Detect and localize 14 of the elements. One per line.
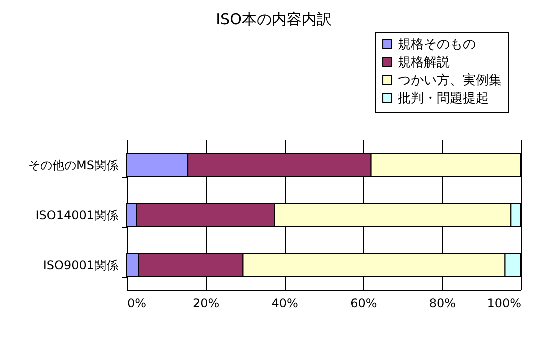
x-tick-label: 60% [350,296,378,310]
x-tick-label: 40% [272,296,298,310]
x-tick-label: 0% [128,296,147,310]
legend-label: 規格そのもの [398,38,476,52]
legend-label: 規格解説 [398,56,450,70]
legend-label: 批判・問題提起 [398,92,489,106]
y-tick-label: ISO9001関係 [43,258,118,272]
x-tick-label: 100% [487,296,522,310]
legend-label: つかい方、実例集 [398,72,502,88]
y-tick-label: その他のMS関係 [28,158,118,172]
chart-title: ISO本の内容内訳 [216,10,332,28]
y-tick-label: ISO14001関係 [36,208,118,222]
x-tick-label: 80% [429,296,456,310]
x-tick-label: 20% [192,296,220,310]
